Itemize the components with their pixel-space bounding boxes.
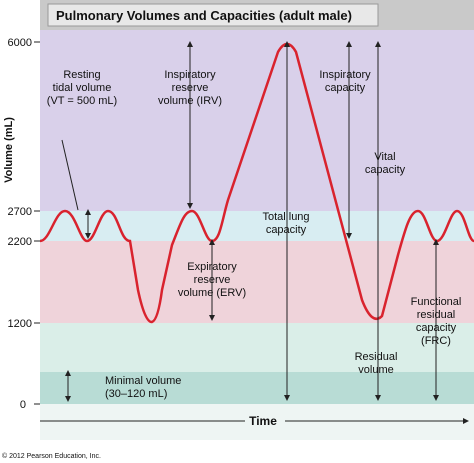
volume-curve xyxy=(39,42,474,324)
ticks xyxy=(34,41,40,405)
annotation: Vital xyxy=(374,151,395,163)
annotation: (30–120 mL) xyxy=(105,388,167,400)
annotation: reserve xyxy=(172,82,209,94)
copyright: © 2012 Pearson Education, Inc. xyxy=(2,452,101,460)
annotation: (FRC) xyxy=(421,335,451,347)
band-irv xyxy=(40,30,474,211)
leader xyxy=(61,139,79,211)
title-box xyxy=(47,3,379,27)
annotation: Expiratory xyxy=(187,261,237,273)
annotation: Total lung xyxy=(262,211,309,223)
annotation: Inspiratory xyxy=(319,69,371,81)
y-tick: 0 xyxy=(20,399,26,411)
band-rv xyxy=(40,323,474,372)
annotation: capacity xyxy=(365,164,406,176)
y-tick: 6000 xyxy=(8,37,32,49)
y-tick: 2200 xyxy=(8,236,32,248)
annotation: capacity xyxy=(416,322,457,334)
annotation: Functional xyxy=(411,296,462,308)
annotation: Minimal volume xyxy=(105,375,181,387)
annotation: Inspiratory xyxy=(164,69,216,81)
annotation: (VT = 500 mL) xyxy=(47,95,117,107)
annotation: tidal volume xyxy=(53,82,112,94)
title: Pulmonary Volumes and Capacities (adult … xyxy=(56,8,352,23)
y-tick: 1200 xyxy=(8,318,32,330)
annotation: capacity xyxy=(266,224,307,236)
band-erv xyxy=(40,241,474,323)
band-tv xyxy=(40,211,474,241)
x-axis-label: Time xyxy=(249,414,277,428)
annotation: reserve xyxy=(194,274,231,286)
annotation: volume xyxy=(358,364,393,376)
annotation: residual xyxy=(417,309,456,321)
annotation: capacity xyxy=(325,82,366,94)
annotation: volume (ERV) xyxy=(178,287,246,299)
annotation: Resting xyxy=(63,69,100,81)
band-min xyxy=(40,372,474,404)
annotation: Residual xyxy=(355,351,398,363)
time-bg xyxy=(245,413,285,429)
y-tick: 2700 xyxy=(8,206,32,218)
annotation: volume (IRV) xyxy=(158,95,222,107)
y-axis-label: Volume (mL) xyxy=(3,117,15,183)
